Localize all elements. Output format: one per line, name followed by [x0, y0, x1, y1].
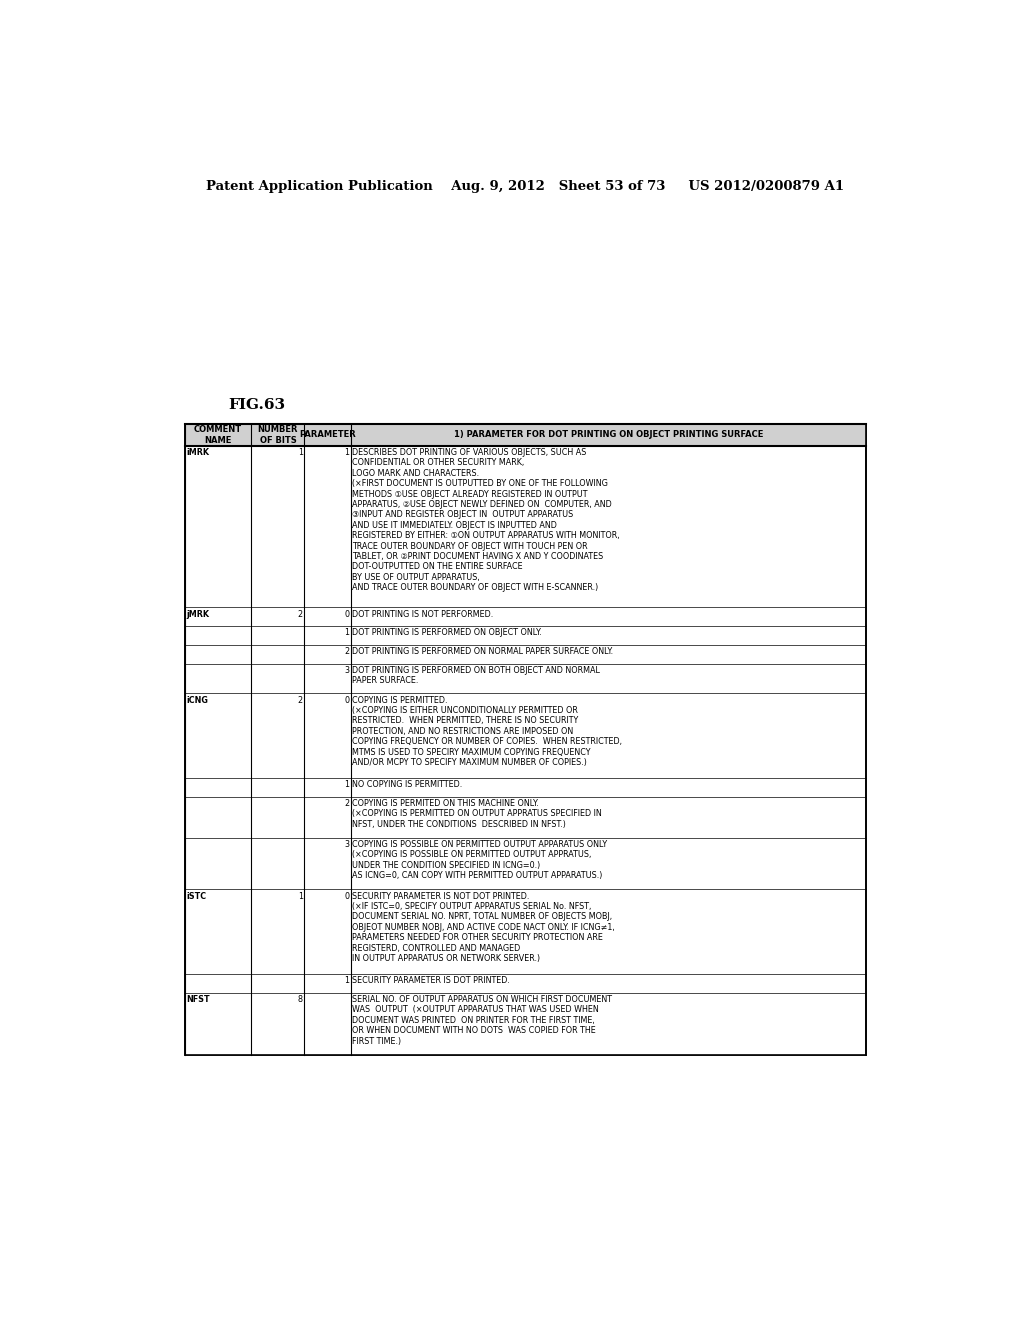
Text: SECURITY PARAMETER IS NOT DOT PRINTED.
(×IF ISTC=0, SPECIFY OUTPUT APPARATUS SER: SECURITY PARAMETER IS NOT DOT PRINTED. (…: [352, 891, 615, 964]
Text: SECURITY PARAMETER IS DOT PRINTED.: SECURITY PARAMETER IS DOT PRINTED.: [352, 977, 510, 985]
Text: iCNG: iCNG: [186, 696, 208, 705]
Text: 0: 0: [344, 610, 349, 619]
Text: DOT PRINTING IS PERFORMED ON NORMAL PAPER SURFACE ONLY.: DOT PRINTING IS PERFORMED ON NORMAL PAPE…: [352, 647, 613, 656]
Text: DOT PRINTING IS PERFORMED ON BOTH OBJECT AND NORMAL
PAPER SURFACE.: DOT PRINTING IS PERFORMED ON BOTH OBJECT…: [352, 665, 600, 685]
Text: 0: 0: [344, 696, 349, 705]
Text: 1: 1: [344, 780, 349, 789]
Text: NFST: NFST: [186, 995, 210, 1005]
Text: 2: 2: [344, 647, 349, 656]
Text: COMMENT
NAME: COMMENT NAME: [194, 425, 242, 445]
Text: 3: 3: [344, 840, 349, 849]
Text: 3: 3: [344, 665, 349, 675]
Text: 0: 0: [344, 891, 349, 900]
Text: COPYING IS PERMITED ON THIS MACHINE ONLY.
(×COPYING IS PERMITTED ON OUTPUT APPRA: COPYING IS PERMITED ON THIS MACHINE ONLY…: [352, 799, 602, 829]
Text: COPYING IS POSSIBLE ON PERMITTED OUTPUT APPARATUS ONLY
(×COPYING IS POSSIBLE ON : COPYING IS POSSIBLE ON PERMITTED OUTPUT …: [352, 840, 607, 880]
Text: 1: 1: [344, 628, 349, 638]
Text: DESCRIBES DOT PRINTING OF VARIOUS OBJECTS, SUCH AS
CONFIDENTIAL OR OTHER SECURIT: DESCRIBES DOT PRINTING OF VARIOUS OBJECT…: [352, 447, 620, 593]
Text: PARAMETER: PARAMETER: [299, 430, 356, 440]
Text: NUMBER
OF BITS: NUMBER OF BITS: [258, 425, 298, 445]
Text: 2: 2: [298, 696, 303, 705]
Text: 2: 2: [298, 610, 303, 619]
Text: 1: 1: [298, 447, 303, 457]
Text: DOT PRINTING IS PERFORMED ON OBJECT ONLY.: DOT PRINTING IS PERFORMED ON OBJECT ONLY…: [352, 628, 542, 638]
Text: COPYING IS PERMITTED.
(×COPYING IS EITHER UNCONDITIONALLY PERMITTED OR
RESTRICTE: COPYING IS PERMITTED. (×COPYING IS EITHE…: [352, 696, 623, 767]
Bar: [184, 424, 866, 1056]
Text: 1: 1: [298, 891, 303, 900]
Text: 2: 2: [344, 799, 349, 808]
Text: DOT PRINTING IS NOT PERFORMED.: DOT PRINTING IS NOT PERFORMED.: [352, 610, 494, 619]
Text: 1: 1: [344, 447, 349, 457]
Text: iSTC: iSTC: [186, 891, 206, 900]
Bar: [184, 424, 866, 446]
Text: SERIAL NO. OF OUTPUT APPARATUS ON WHICH FIRST DOCUMENT
WAS  OUTPUT  (×OUTPUT APP: SERIAL NO. OF OUTPUT APPARATUS ON WHICH …: [352, 995, 612, 1045]
Text: 1: 1: [344, 977, 349, 985]
Text: iMRK: iMRK: [186, 447, 209, 457]
Text: 1) PARAMETER FOR DOT PRINTING ON OBJECT PRINTING SURFACE: 1) PARAMETER FOR DOT PRINTING ON OBJECT …: [454, 430, 763, 440]
Text: Patent Application Publication    Aug. 9, 2012   Sheet 53 of 73     US 2012/0200: Patent Application Publication Aug. 9, 2…: [206, 181, 844, 194]
Text: 8: 8: [298, 995, 303, 1005]
Text: FIG.63: FIG.63: [228, 397, 286, 412]
Text: jMRK: jMRK: [186, 610, 209, 619]
Text: NO COPYING IS PERMITTED.: NO COPYING IS PERMITTED.: [352, 780, 463, 789]
